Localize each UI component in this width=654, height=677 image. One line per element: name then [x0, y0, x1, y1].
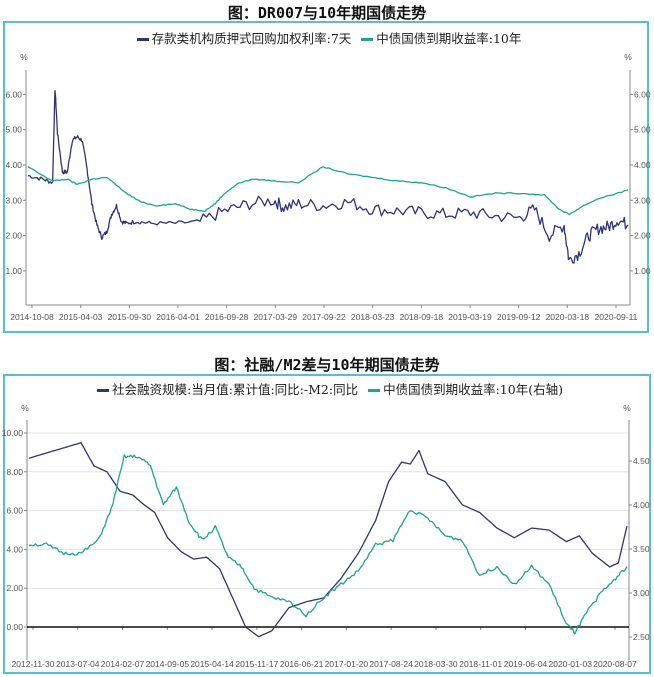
- y-tick-label-left: 1.00: [5, 266, 22, 276]
- x-tick-label: 2015-09-30: [108, 312, 152, 322]
- legend-label-dr007: 存款类机构质押式回购加权利率:7天: [151, 31, 352, 46]
- chart1-frame: 存款类机构质押式回购加权利率:7天 中债国债到期收益率:10年: [3, 21, 649, 333]
- y-tick-label-right: 3.00: [633, 588, 650, 598]
- x-tick-label: 2015-04-03: [59, 312, 103, 322]
- x-tick-label: 2017-09-22: [302, 312, 346, 322]
- x-tick-label: 2012-11-30: [12, 659, 55, 669]
- legend-label-10y-right: 中债国债到期收益率:10年(右轴): [383, 382, 563, 397]
- chart2-title: 图：社融/M2差与10年期国债走势: [214, 356, 440, 374]
- y-tick-label-right: 5.00: [634, 125, 651, 135]
- y-unit-right: %: [623, 403, 631, 413]
- y-tick-label-right: 1.00: [634, 266, 651, 276]
- y-tick-label-left: 4.00: [5, 160, 22, 170]
- x-tick-label: 2017-03-29: [254, 312, 298, 322]
- y-tick-label-right: 4.00: [634, 160, 651, 170]
- x-tick-label: 2018-09-18: [400, 312, 444, 322]
- series-line-navy: [27, 90, 629, 264]
- x-tick-label: 2016-09-28: [205, 312, 249, 322]
- y-tick-label-right: 2.50: [633, 632, 650, 642]
- x-tick-label: 2018-11-01: [459, 659, 502, 669]
- legend-swatch-navy: [136, 38, 149, 41]
- legend-label-10y: 中债国债到期收益率:10年: [376, 31, 522, 46]
- y-tick-label-left: 6.00: [5, 89, 22, 99]
- chart2-frame: 社会融资规模:当月值:累计值:同比:-M2:同比 中债国债到期收益率:10年(右…: [3, 374, 651, 674]
- x-tick-label: 2020-09-11: [595, 312, 638, 322]
- chart2-legend: 社会融资规模:当月值:累计值:同比:-M2:同比 中债国债到期收益率:10年(右…: [5, 379, 649, 398]
- y-unit-left: %: [20, 52, 28, 62]
- x-tick-label: 2018-03-23: [351, 312, 395, 322]
- y-unit-left: %: [21, 403, 29, 413]
- y-tick-label-right: 3.00: [634, 195, 651, 205]
- y-tick-label-right: 4.00: [633, 500, 650, 510]
- y-tick-label-left: 0.00: [6, 622, 23, 632]
- x-tick-label: 2015-04-14: [190, 659, 234, 669]
- legend-swatch-teal: [368, 389, 381, 392]
- y-tick-label-left: 4.00: [6, 544, 23, 554]
- y-tick-label-left: 8.00: [6, 467, 23, 477]
- x-tick-label: 2014-09-05: [146, 659, 190, 669]
- x-tick-label: 2014-02-07: [101, 659, 145, 669]
- legend-label-tsf-m2: 社会融资规模:当月值:累计值:同比:-M2:同比: [112, 382, 359, 397]
- x-tick-label: 2020-08-07: [593, 659, 637, 669]
- y-tick-label-left: 2.00: [5, 231, 22, 241]
- x-tick-label: 2017-01-20: [325, 659, 369, 669]
- x-tick-label: 2019-09-12: [497, 312, 541, 322]
- y-unit-right: %: [624, 52, 632, 62]
- x-tick-label: 2020-01-03: [548, 659, 592, 669]
- x-tick-label: 2019-06-04: [504, 659, 548, 669]
- chart1-legend: 存款类机构质押式回购加权利率:7天 中债国债到期收益率:10年: [5, 28, 647, 47]
- x-tick-label: 2013-07-04: [56, 659, 100, 669]
- legend-swatch-navy: [97, 389, 110, 392]
- y-tick-label-right: 2.00: [634, 231, 651, 241]
- x-tick-label: 2018-03-30: [414, 659, 458, 669]
- x-tick-label: 2015-11-17: [235, 659, 278, 669]
- x-tick-label: 2016-06-21: [280, 659, 324, 669]
- x-tick-label: 2014-10-08: [10, 312, 54, 322]
- y-tick-label-left: 2.00: [6, 583, 23, 593]
- y-tick-label-right: 4.50: [633, 456, 650, 466]
- x-tick-label: 2016-04-01: [156, 312, 200, 322]
- chart1-title: 图：DR007与10年期国债走势: [227, 4, 427, 22]
- series-line-teal: [27, 165, 629, 216]
- series-line-navy: [28, 442, 628, 638]
- y-tick-label-left: 3.00: [5, 195, 22, 205]
- x-tick-label: 2020-03-18: [546, 312, 590, 322]
- y-tick-label-left: 10.00: [2, 428, 24, 438]
- y-tick-label-left: 6.00: [6, 506, 23, 516]
- y-tick-label-right: 6.00: [634, 89, 651, 99]
- y-tick-label-left: 5.00: [5, 125, 22, 135]
- legend-swatch-teal: [361, 38, 374, 41]
- x-tick-label: 2017-08-24: [369, 659, 413, 669]
- y-tick-label-right: 3.50: [633, 544, 650, 554]
- series-line-teal: [28, 454, 628, 635]
- x-tick-label: 2019-03-19: [448, 312, 492, 322]
